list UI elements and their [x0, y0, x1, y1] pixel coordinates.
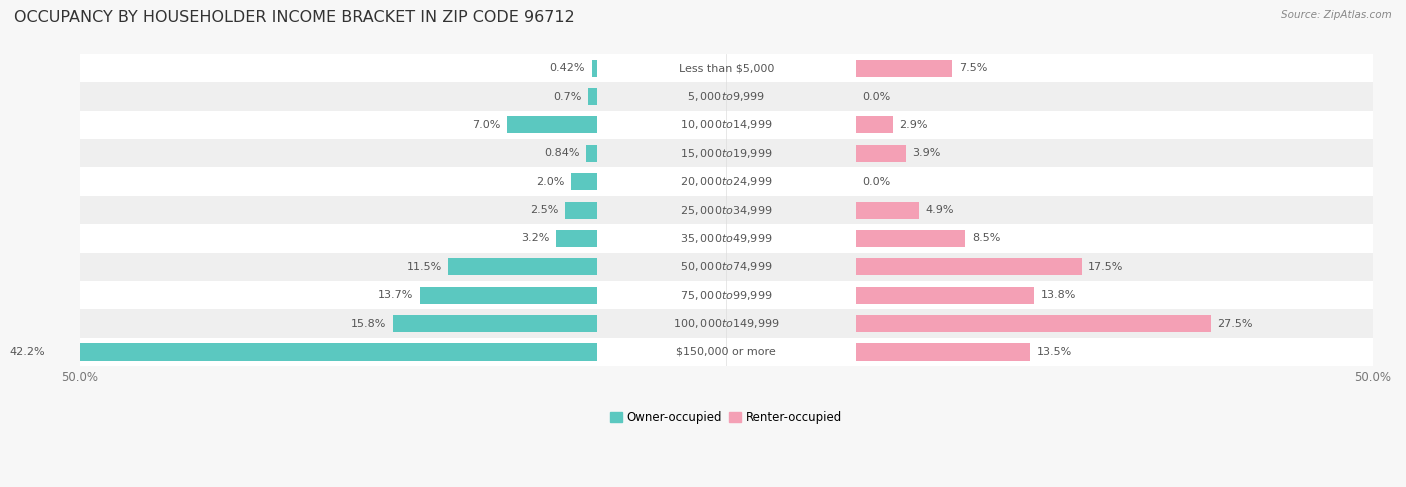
Text: $20,000 to $24,999: $20,000 to $24,999	[681, 175, 772, 188]
Bar	[855, 315, 1211, 332]
Bar	[420, 287, 598, 304]
Bar	[855, 145, 905, 162]
Text: $100,000 to $149,999: $100,000 to $149,999	[673, 317, 779, 330]
Text: 0.0%: 0.0%	[862, 92, 890, 101]
Bar	[855, 202, 920, 219]
Bar	[565, 202, 598, 219]
Text: 2.9%: 2.9%	[900, 120, 928, 130]
Bar	[80, 225, 1372, 253]
Bar	[52, 343, 598, 360]
Bar	[855, 59, 952, 76]
Bar	[80, 253, 1372, 281]
Text: $5,000 to $9,999: $5,000 to $9,999	[688, 90, 765, 103]
Text: 7.0%: 7.0%	[472, 120, 501, 130]
Text: 0.84%: 0.84%	[544, 149, 579, 158]
Text: $25,000 to $34,999: $25,000 to $34,999	[681, 204, 772, 217]
Bar	[855, 258, 1081, 275]
Bar	[392, 315, 598, 332]
Bar	[588, 88, 598, 105]
Text: 0.42%: 0.42%	[550, 63, 585, 73]
Text: $150,000 or more: $150,000 or more	[676, 347, 776, 357]
Bar	[80, 196, 1372, 225]
Bar	[506, 116, 598, 133]
Text: 27.5%: 27.5%	[1218, 318, 1253, 329]
Text: 4.9%: 4.9%	[925, 205, 953, 215]
Bar	[80, 309, 1372, 338]
Text: 8.5%: 8.5%	[972, 233, 1000, 244]
Bar	[592, 59, 598, 76]
Text: $35,000 to $49,999: $35,000 to $49,999	[681, 232, 772, 245]
Bar	[586, 145, 598, 162]
Bar	[80, 54, 1372, 82]
Text: Less than $5,000: Less than $5,000	[679, 63, 773, 73]
Bar	[571, 173, 598, 190]
Text: $75,000 to $99,999: $75,000 to $99,999	[681, 289, 772, 302]
Text: Source: ZipAtlas.com: Source: ZipAtlas.com	[1281, 10, 1392, 20]
Text: 0.0%: 0.0%	[862, 177, 890, 187]
Bar	[855, 116, 893, 133]
Text: $15,000 to $19,999: $15,000 to $19,999	[681, 147, 772, 160]
Text: 7.5%: 7.5%	[959, 63, 987, 73]
Bar	[855, 230, 966, 247]
Legend: Owner-occupied, Renter-occupied: Owner-occupied, Renter-occupied	[606, 407, 846, 429]
Text: 2.0%: 2.0%	[536, 177, 565, 187]
Text: 17.5%: 17.5%	[1088, 262, 1123, 272]
Bar	[80, 82, 1372, 111]
Text: 15.8%: 15.8%	[352, 318, 387, 329]
Bar	[80, 281, 1372, 309]
Bar	[80, 111, 1372, 139]
Text: 13.7%: 13.7%	[378, 290, 413, 300]
Text: 13.8%: 13.8%	[1040, 290, 1076, 300]
Text: 11.5%: 11.5%	[406, 262, 441, 272]
Text: 0.7%: 0.7%	[553, 92, 582, 101]
Text: 13.5%: 13.5%	[1036, 347, 1071, 357]
Bar	[855, 287, 1033, 304]
Bar	[555, 230, 598, 247]
Text: 3.9%: 3.9%	[912, 149, 941, 158]
Bar	[80, 338, 1372, 366]
Text: $50,000 to $74,999: $50,000 to $74,999	[681, 261, 772, 273]
Text: 2.5%: 2.5%	[530, 205, 558, 215]
Bar	[80, 139, 1372, 168]
Text: $10,000 to $14,999: $10,000 to $14,999	[681, 118, 772, 131]
Text: OCCUPANCY BY HOUSEHOLDER INCOME BRACKET IN ZIP CODE 96712: OCCUPANCY BY HOUSEHOLDER INCOME BRACKET …	[14, 10, 575, 25]
Bar	[855, 343, 1031, 360]
Text: 3.2%: 3.2%	[520, 233, 550, 244]
Bar	[80, 168, 1372, 196]
Text: 42.2%: 42.2%	[10, 347, 45, 357]
Bar	[449, 258, 598, 275]
